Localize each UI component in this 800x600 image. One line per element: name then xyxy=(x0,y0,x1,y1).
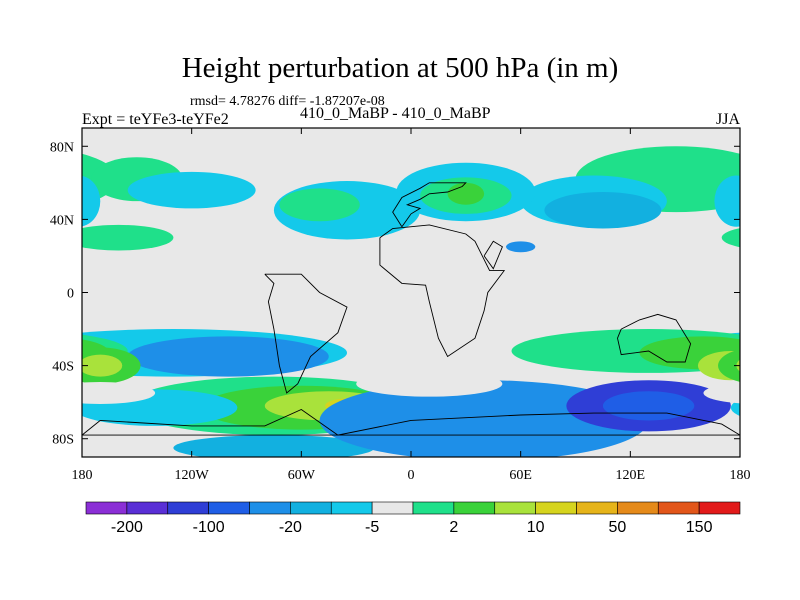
anomaly-region-26 xyxy=(319,380,649,457)
anomaly-region-wrap-12 xyxy=(82,175,101,227)
anomaly-region-10 xyxy=(82,224,174,251)
colorbar-label: 10 xyxy=(527,519,545,536)
y-tick-label: 40S xyxy=(52,360,74,375)
anomaly-region-6 xyxy=(447,182,485,205)
anomaly-region-wrap-29 xyxy=(703,382,740,404)
colorbar-box-3 xyxy=(208,501,250,515)
anomaly-region-3 xyxy=(544,191,662,229)
coastline-5 xyxy=(483,240,503,270)
colorbar-label: 50 xyxy=(608,519,626,536)
colorbar-box-15 xyxy=(698,501,741,515)
anomaly-region-wrap-18 xyxy=(718,349,740,382)
anomaly-region-8 xyxy=(279,188,360,222)
anomaly-region-11 xyxy=(506,241,536,253)
season-label: JJA xyxy=(716,111,741,128)
anomaly-region-30 xyxy=(356,371,503,397)
anomaly-region-wrap-24 xyxy=(730,399,740,417)
colorbar-box-14 xyxy=(657,501,700,515)
y-tick-label: 80N xyxy=(50,140,74,155)
anomaly-region-wrap-19 xyxy=(736,359,740,372)
y-tick-label: 40N xyxy=(50,213,74,228)
colorbar-box-2 xyxy=(167,501,209,515)
colorbar-label: 150 xyxy=(686,519,713,536)
coastline-2 xyxy=(264,273,348,394)
colorbar-label: 2 xyxy=(449,519,458,536)
colorbar-box-1 xyxy=(126,501,169,515)
anomaly-region-12 xyxy=(714,175,740,227)
coastline-1 xyxy=(379,224,506,358)
chart-title: Height perturbation at 500 hPa (in m) xyxy=(181,52,619,84)
colorbar-box-6 xyxy=(330,501,373,515)
x-tick-label: 60W xyxy=(288,468,316,483)
x-tick-label: 60E xyxy=(509,468,532,483)
x-tick-label: 180 xyxy=(72,468,93,483)
colorbar-box-4 xyxy=(249,501,291,515)
anomaly-region-29 xyxy=(82,382,156,404)
axis-ticks: 180 120W 60W 0 60E 120E 180 80N 40N 0 40S 80S xyxy=(50,128,751,483)
colorbar-box-9 xyxy=(453,501,496,515)
coastlines xyxy=(82,182,740,436)
x-tick-label: 0 xyxy=(408,468,415,483)
x-tick-label: 180 xyxy=(730,468,751,483)
anomaly-region-14 xyxy=(127,336,329,377)
x-tick-label: 120E xyxy=(616,468,646,483)
anomaly-region-9 xyxy=(127,171,256,209)
anomaly-region-25 xyxy=(173,435,375,457)
colorbar-box-12 xyxy=(576,501,618,515)
rmsd-stats: rmsd= 4.78276 diff= -1.87207e-08 xyxy=(190,94,385,109)
colorbar-box-13 xyxy=(617,501,659,515)
colorbar-box-10 xyxy=(494,501,536,515)
coastline-0 xyxy=(392,182,467,227)
colorbar-label: -200 xyxy=(111,519,143,536)
x-tick-label: 120W xyxy=(175,468,210,483)
colorbar-box-5 xyxy=(290,501,332,515)
colorbar-label: -5 xyxy=(365,519,379,536)
anomaly-region-wrap-10 xyxy=(721,228,740,248)
period-label: 410_0_MaBP - 410_0_MaBP xyxy=(300,105,491,122)
colorbar-box-7 xyxy=(371,501,414,515)
colorbar-box-8 xyxy=(412,501,455,515)
y-tick-label: 0 xyxy=(67,287,74,302)
anomaly-region-19 xyxy=(82,354,123,377)
colorbar-label: -20 xyxy=(279,519,302,536)
colorbar-box-0 xyxy=(85,501,128,515)
y-tick-label: 80S xyxy=(52,433,74,448)
experiment-label: Expt = teYFe3-teYFe2 xyxy=(82,111,229,128)
coastline-4 xyxy=(82,408,740,436)
coastline-3 xyxy=(617,313,692,363)
colorbar-box-11 xyxy=(535,501,577,515)
colorbar: -200 -100 -20 -5 2 10 50 150 xyxy=(85,501,741,536)
contour-field xyxy=(82,146,740,457)
colorbar-label: -100 xyxy=(193,519,225,536)
